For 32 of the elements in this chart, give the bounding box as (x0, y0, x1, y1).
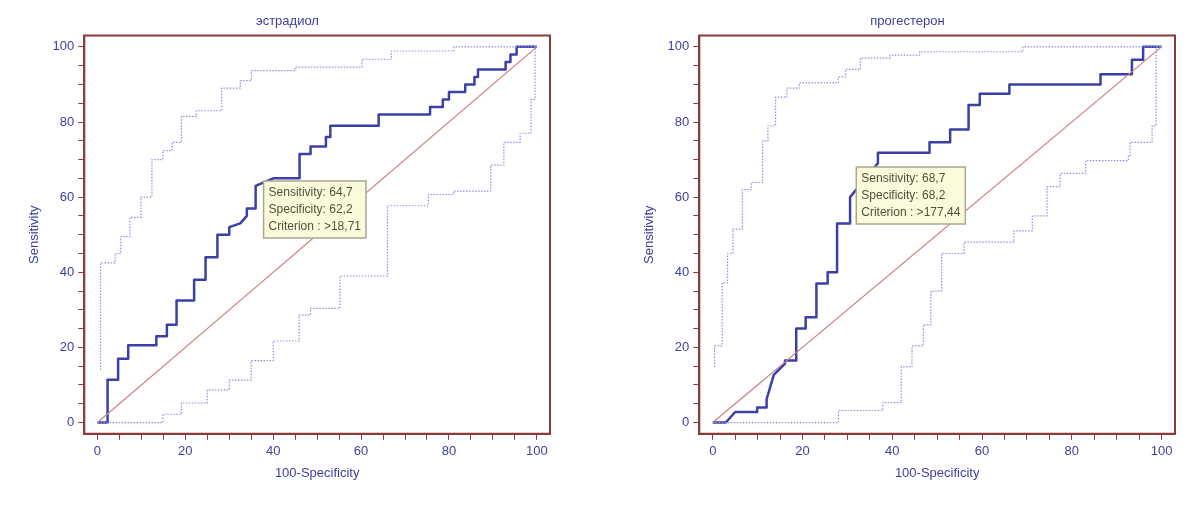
y-tick-label: 100 (52, 38, 75, 54)
y-tick-label: 60 (674, 188, 690, 204)
x-axis-title: 100-Specificity (894, 464, 980, 480)
x-tick-label: 60 (353, 443, 369, 459)
x-tick-label: 100 (525, 443, 548, 459)
annotation: Sensitivity: 68,7 Specificity: 68,2 Criterion : >177,44 (861, 170, 961, 219)
y-axis-title: Sensitivity (641, 204, 657, 264)
y-tick-label: 0 (67, 414, 75, 430)
y-tick-label: 20 (59, 338, 75, 354)
x-axis-title: 100-Specificity (274, 464, 360, 480)
x-tick-label: 60 (974, 443, 990, 459)
y-tick-label: 80 (674, 113, 690, 129)
x-tick-label: 0 (93, 443, 102, 459)
x-tick-label: 40 (885, 443, 900, 459)
x-tick-label: 20 (795, 443, 810, 459)
x-tick-label: 80 (1064, 443, 1080, 459)
chart-title: прогестерон (870, 13, 945, 29)
x-tick-label: 0 (709, 443, 717, 459)
y-tick-label: 0 (682, 414, 690, 430)
chart-title: эстрадиол (256, 13, 319, 29)
annotation: Sensitivity: 64,7 Specificity: 62,2 Criterion : >18,71 (268, 184, 362, 233)
y-tick-label: 60 (59, 188, 75, 204)
x-tick-label: 40 (265, 443, 281, 459)
x-tick-label: 80 (441, 443, 457, 459)
x-tick-label: 100 (1150, 443, 1173, 459)
y-tick-label: 40 (59, 263, 75, 279)
y-tick-label: 100 (667, 38, 690, 54)
y-tick-label: 40 (674, 263, 690, 279)
y-tick-label: 80 (59, 113, 75, 129)
y-tick-label: 20 (674, 338, 690, 354)
y-axis-title: Sensitivity (26, 204, 42, 264)
x-tick-label: 20 (178, 443, 193, 459)
